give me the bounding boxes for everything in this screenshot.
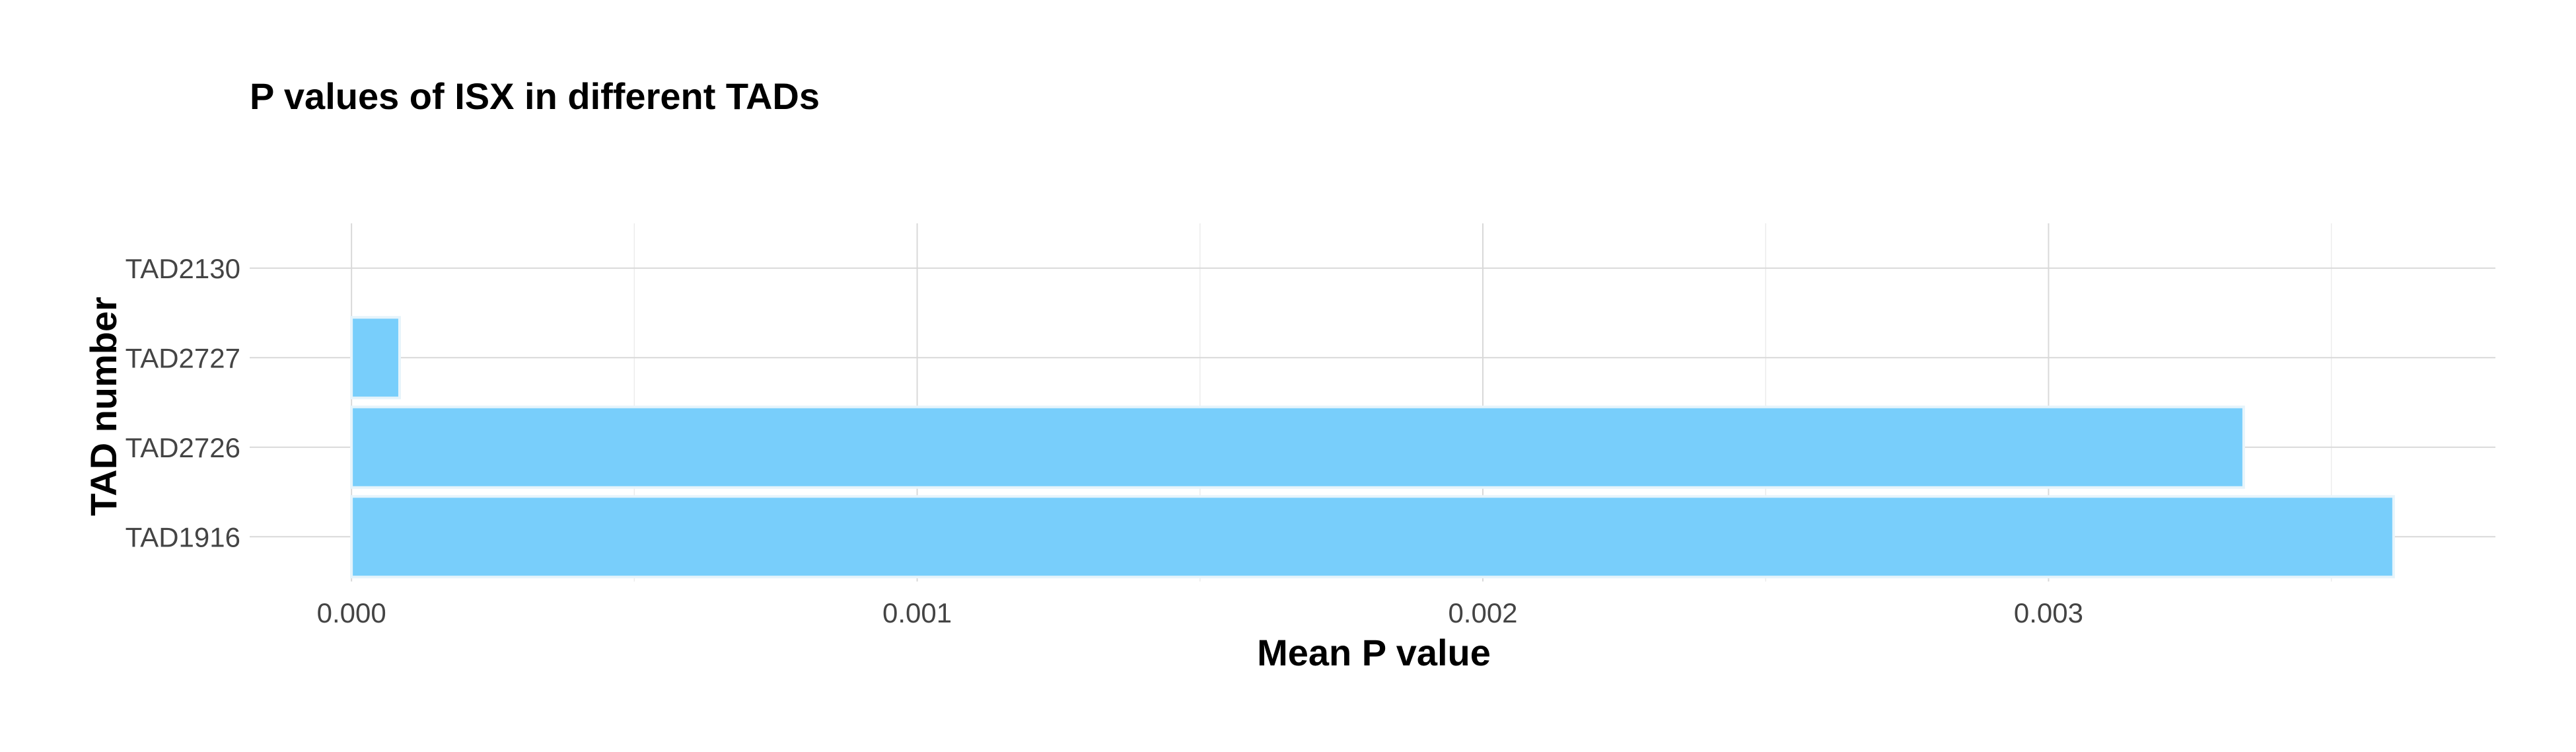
x-axis-tick-labels: 0.000 0.001 0.002 0.003 — [317, 597, 2083, 628]
y-tick-label: TAD1916 — [125, 521, 240, 552]
x-tick-label: 0.002 — [1448, 597, 1517, 628]
x-axis-title: Mean P value — [1257, 632, 1491, 673]
y-axis-title: TAD number — [83, 297, 124, 516]
bar-tad2726 — [350, 405, 2245, 489]
chart-title: P values of ISX in different TADs — [250, 75, 820, 117]
y-tick-label: TAD2727 — [125, 342, 240, 373]
bars-layer — [350, 316, 2395, 579]
bar-tad2727 — [350, 316, 401, 400]
plot-area — [250, 223, 2495, 582]
y-axis-tick-labels: TAD1916 TAD2726 TAD2727 TAD2130 — [125, 253, 240, 553]
y-tick-label: TAD2130 — [125, 253, 240, 284]
x-tick-label: 0.003 — [2014, 597, 2083, 628]
x-tick-label: 0.000 — [317, 597, 386, 628]
bar-tad1916 — [350, 495, 2395, 579]
x-tick-label: 0.001 — [882, 597, 952, 628]
y-tick-label: TAD2726 — [125, 432, 240, 463]
